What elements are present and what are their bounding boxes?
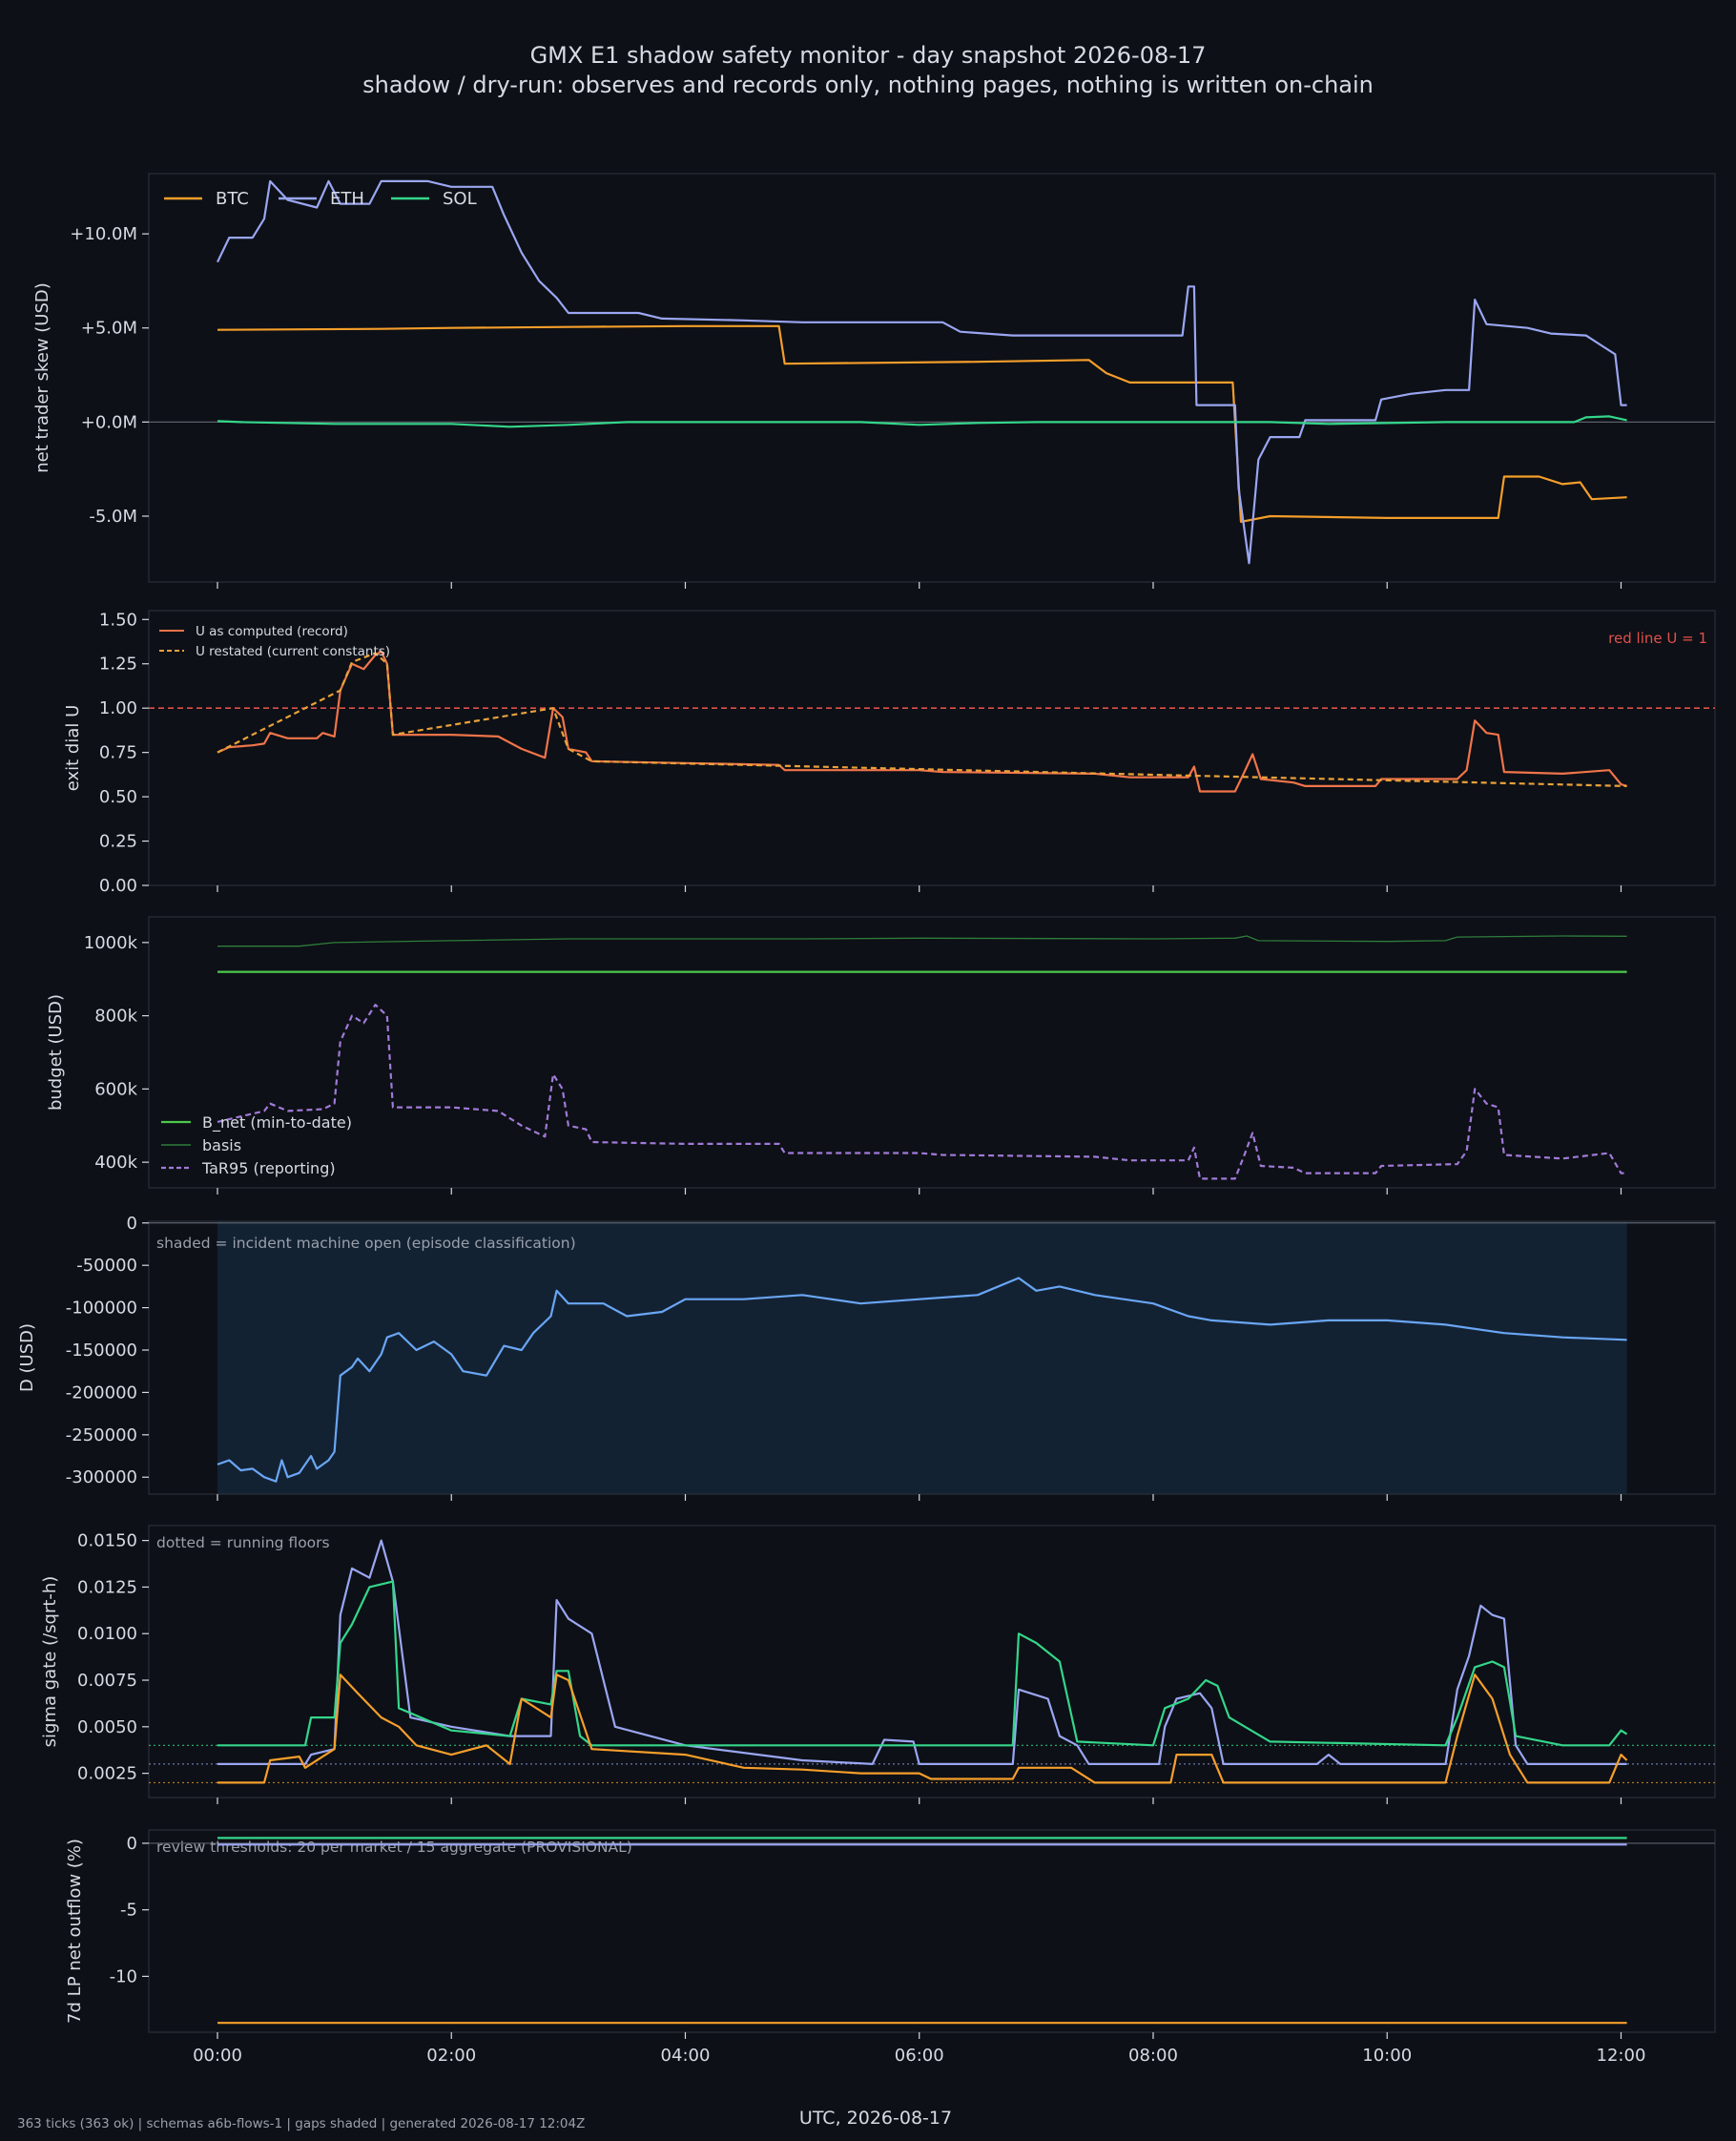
threshold-label: red line U = 1 xyxy=(1608,630,1707,647)
panel-frame xyxy=(148,1525,1716,1798)
y-tick-label: 0 xyxy=(127,1214,137,1234)
y-axis-label: net trader skew (USD) xyxy=(32,282,52,473)
y-tick-label: 400k xyxy=(94,1153,137,1173)
y-tick-label: 0.0100 xyxy=(77,1624,137,1644)
y-tick-label: +5.0M xyxy=(81,319,137,339)
y-tick-label: 0.00 xyxy=(99,876,137,896)
panel-frame xyxy=(148,173,1716,583)
y-axis-label: D (USD) xyxy=(17,1323,37,1392)
y-tick-label: +10.0M xyxy=(70,224,137,244)
x-tick-label: 02:00 xyxy=(426,2046,476,2066)
series-line-sol xyxy=(217,415,1627,428)
panel-frame xyxy=(148,610,1716,886)
y-tick-label: -5.0M xyxy=(89,507,137,527)
series-line-tar95-reporting- xyxy=(217,1004,1627,1180)
x-tick-label: 08:00 xyxy=(1128,2046,1178,2066)
y-tick-label: 0.50 xyxy=(99,787,137,807)
legend-label: ETH xyxy=(330,189,364,209)
x-tick-label: 04:00 xyxy=(661,2046,711,2066)
x-tick-label: 00:00 xyxy=(193,2046,242,2066)
legend-label: basis xyxy=(202,1136,241,1154)
legend-label: TaR95 (reporting) xyxy=(201,1159,336,1177)
legend-label: U as computed (record) xyxy=(196,624,348,639)
legend-label: B_net (min-to-date) xyxy=(202,1113,352,1133)
panel-budget: 400k 600k 800k 1000k budget (USD) B_net (min-… xyxy=(46,916,1716,1195)
series-line-eth xyxy=(217,1539,1627,1765)
series-line-btc xyxy=(217,324,1627,523)
x-tick-label: 10:00 xyxy=(1362,2046,1412,2066)
series-line-btc xyxy=(217,1673,1628,1784)
y-tick-label: 0.0125 xyxy=(77,1577,137,1597)
panel-frame xyxy=(148,1829,1716,2033)
chart-panels: -5.0M +0.0M +5.0M +10.0M net trader skew (US… xyxy=(17,173,1716,2066)
y-axis-label: budget (USD) xyxy=(46,994,66,1111)
y-tick-label: -50000 xyxy=(76,1256,137,1276)
incident-shaded-region xyxy=(217,1221,1627,1494)
panel-exit_dial: 0.00 0.25 0.50 0.75 1.00 1.25 1.50 exit dial U r… xyxy=(63,610,1716,896)
y-tick-label: 1.00 xyxy=(99,698,137,718)
y-tick-label: -200000 xyxy=(66,1382,137,1403)
y-tick-label: -10 xyxy=(110,1966,137,1986)
series-line-d xyxy=(217,1277,1627,1483)
panel-note: dotted = running floors xyxy=(156,1534,330,1551)
series-line-sol xyxy=(217,1580,1628,1747)
legend-label: SOL xyxy=(443,189,477,209)
y-axis-label: 7d LP net outflow (%) xyxy=(65,1839,85,2024)
y-tick-label: 0.25 xyxy=(99,832,137,852)
x-axis-label: UTC, 2026-08-17 xyxy=(799,2108,952,2129)
y-axis-label: exit dial U xyxy=(63,705,83,792)
y-tick-label: 600k xyxy=(94,1079,137,1099)
panel-skew: -5.0M +0.0M +5.0M +10.0M net trader skew (US… xyxy=(32,173,1716,589)
y-tick-label: 0 xyxy=(127,1834,137,1854)
panel-frame xyxy=(148,1220,1716,1495)
figure-title: GMX E1 shadow safety monitor - day snaps… xyxy=(530,42,1207,69)
series-line-u-as-computed-record- xyxy=(217,650,1627,793)
panel-note: review thresholds: 20 per market / 15 ag… xyxy=(156,1839,632,1856)
figure-subtitle: shadow / dry-run: observes and records o… xyxy=(362,72,1374,98)
y-tick-label: 1.50 xyxy=(99,610,137,630)
series-line-u-restated-current-constants- xyxy=(217,652,1627,787)
x-tick-label: 06:00 xyxy=(895,2046,944,2066)
y-tick-label: -300000 xyxy=(66,1467,137,1487)
series-line-basis xyxy=(217,935,1627,947)
y-tick-label: -100000 xyxy=(66,1299,137,1319)
y-tick-label: +0.0M xyxy=(81,412,137,432)
y-tick-label: 0.0050 xyxy=(77,1717,137,1737)
panel-lp_outflow: -10 -5 0 7d LP net outflow (%) review thresh… xyxy=(65,1829,1716,2039)
y-tick-label: -150000 xyxy=(66,1341,137,1361)
x-tick-label: 12:00 xyxy=(1597,2046,1646,2066)
y-axis-label: sigma gate (/sqrt-h) xyxy=(40,1576,60,1748)
legend-label: U restated (current constants) xyxy=(196,644,390,659)
y-tick-label: 0.0150 xyxy=(77,1531,137,1551)
panel-sigma_gate: 0.0025 0.0050 0.0075 0.0100 0.0125 0.0150 sigm… xyxy=(40,1525,1716,1804)
panel-frame xyxy=(148,916,1716,1189)
series-line-eth xyxy=(217,179,1627,565)
y-tick-label: 800k xyxy=(94,1007,137,1027)
y-tick-label: 0.75 xyxy=(99,743,137,763)
panel-note: shaded = incident machine open (episode … xyxy=(156,1235,576,1252)
y-tick-label: -5 xyxy=(120,1901,137,1921)
y-tick-label: 0.0075 xyxy=(77,1671,137,1691)
footer-status: 363 ticks (363 ok) | schemas a6b-flows-1… xyxy=(17,2116,585,2131)
panel-drawdown: -300000 -250000 -200000 -150000 -100000 -5000… xyxy=(17,1214,1716,1501)
y-tick-label: 0.0025 xyxy=(77,1764,137,1784)
y-tick-label: -250000 xyxy=(66,1425,137,1445)
legend-label: BTC xyxy=(216,189,249,209)
y-tick-label: 1000k xyxy=(84,933,138,953)
y-tick-label: 1.25 xyxy=(99,655,137,675)
